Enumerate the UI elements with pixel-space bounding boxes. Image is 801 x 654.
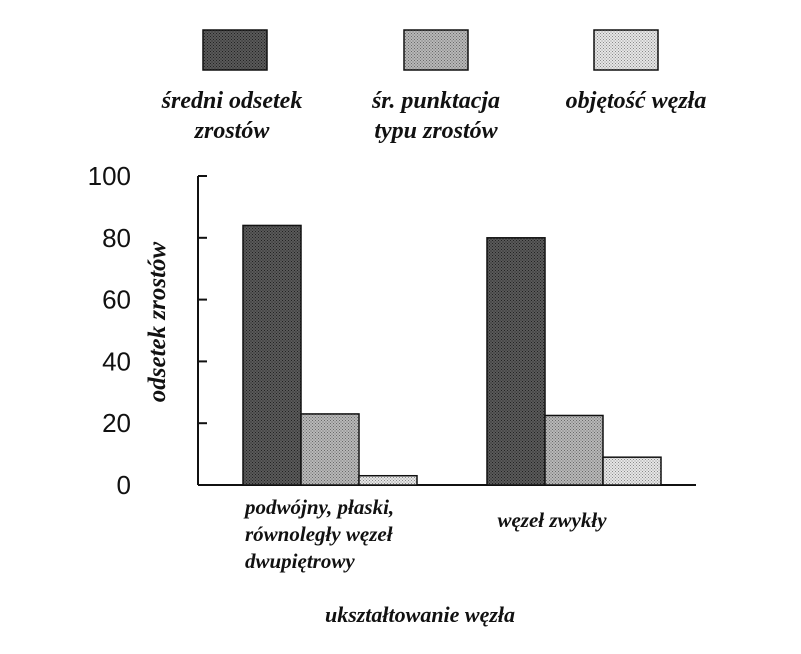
bar-series-1-category-1 [242, 224, 302, 486]
y-tick-label: 60 [102, 285, 131, 315]
y-axis: 0 20 40 60 80 100 [88, 161, 207, 500]
legend-swatch-2 [403, 29, 469, 71]
y-tick-label: 80 [102, 223, 131, 253]
category-label-1: podwójny, płaski, równoległy węzeł dwupięt… [243, 495, 394, 573]
legend-swatch-3 [593, 29, 659, 71]
bar-series-1-category-2 [486, 237, 546, 486]
category-label-2: węzeł zwykły [497, 508, 607, 532]
y-tick-label: 40 [102, 346, 131, 376]
bar-series-2-category-2 [544, 414, 604, 486]
bar-series-3-category-1 [358, 474, 418, 486]
legend-label-3: objętość węzła [566, 88, 707, 114]
y-axis-title: odsetek zrostów [144, 241, 171, 402]
legend-label-1: średni odsetek zrostów [161, 88, 303, 144]
y-tick-label: 100 [88, 161, 131, 191]
y-tick-label: 0 [117, 470, 131, 500]
bars [242, 224, 662, 486]
bar-series-3-category-2 [602, 456, 662, 486]
legend-swatch-1 [202, 29, 268, 71]
legend: średni odsetek zrostów śr. punktacja typu z… [161, 29, 707, 144]
legend-label-2: śr. punktacja typu zrostów [371, 88, 500, 144]
bar-series-2-category-1 [300, 413, 360, 486]
category-labels: podwójny, płaski, równoległy węzeł dwupięt… [243, 495, 607, 573]
y-tick-label: 20 [102, 408, 131, 438]
x-axis-title: ukształtowanie węzła [325, 602, 515, 627]
